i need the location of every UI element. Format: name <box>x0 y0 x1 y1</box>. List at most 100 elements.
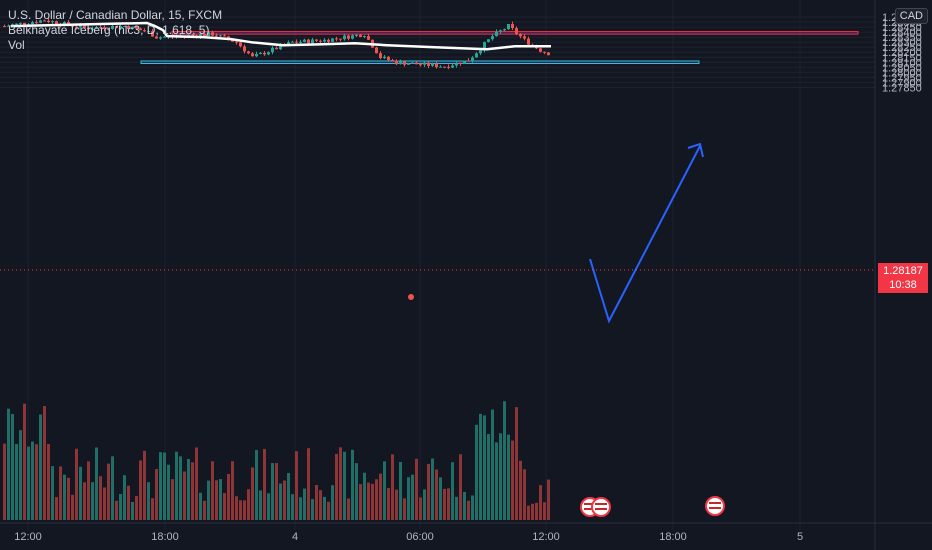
volume-bar <box>135 496 138 520</box>
symbol-title[interactable]: U.S. Dollar / Canadian Dollar, 15, FXCM <box>8 8 223 22</box>
iceberg-mean-line[interactable] <box>10 21 551 51</box>
x-tick-label: 18:00 <box>151 531 179 543</box>
volume-bar <box>103 487 106 520</box>
candle-body <box>303 39 306 42</box>
volume-bar <box>243 500 246 520</box>
volume-bar <box>395 489 398 520</box>
candle-body <box>263 52 266 55</box>
volume-label[interactable]: Vol <box>8 38 25 52</box>
volume-bar <box>383 461 386 520</box>
volume-bar <box>63 474 66 520</box>
volume-bar <box>499 433 502 520</box>
volume-bar <box>531 503 534 520</box>
volume-bar <box>139 460 142 520</box>
volume-bar <box>267 493 270 520</box>
volume-bar <box>335 453 338 520</box>
volume-bar <box>323 496 326 520</box>
candle-body <box>439 66 442 68</box>
us-flag-icon[interactable] <box>705 496 725 516</box>
candle-body <box>95 27 98 29</box>
candle-body <box>363 36 366 38</box>
candle-body <box>327 39 330 42</box>
volume-bar <box>371 483 374 520</box>
volume-bar <box>95 447 98 520</box>
arrow-head[interactable] <box>687 142 704 158</box>
volume-bar <box>287 473 290 520</box>
volume-bar <box>127 485 130 520</box>
volume-bar <box>319 490 322 520</box>
volume-bar <box>107 463 110 520</box>
candle-body <box>503 29 506 31</box>
candle-body <box>103 27 106 29</box>
volume-bar <box>155 468 158 520</box>
volume-bar <box>419 497 422 520</box>
candle-body <box>299 41 302 43</box>
volume-bar <box>491 409 494 520</box>
volume-bar <box>527 505 530 520</box>
candle-body <box>411 62 414 64</box>
candle-body <box>287 42 290 45</box>
volume-bar <box>75 448 78 520</box>
currency-badge[interactable]: CAD <box>894 8 928 24</box>
y-tick-label: 1.28350 <box>882 32 922 44</box>
x-tick-label: 12:00 <box>14 531 42 543</box>
candle-body <box>351 35 354 39</box>
candle-body <box>459 62 462 64</box>
x-tick-label: 5 <box>797 531 803 543</box>
x-tick-label: 12:00 <box>532 531 560 543</box>
candle-body <box>223 35 226 37</box>
volume-bar <box>495 442 498 520</box>
candle-body <box>347 35 350 39</box>
flag-stripe <box>709 507 721 509</box>
y-tick-label: 1.28100 <box>882 57 922 69</box>
candle-body <box>31 22 34 25</box>
volume-bar <box>403 498 406 520</box>
projection-path[interactable] <box>589 145 701 324</box>
volume-bar <box>391 454 394 520</box>
flag-stripe <box>709 502 721 504</box>
volume-bar <box>131 501 134 520</box>
candle-body <box>15 23 18 25</box>
volume-bar <box>279 483 282 520</box>
volume-bar <box>411 474 414 520</box>
volume-bar <box>435 469 438 520</box>
candle-body <box>75 26 78 28</box>
volume-bar <box>215 480 218 520</box>
projection-arrow[interactable] <box>589 142 704 324</box>
candle-body <box>159 37 162 39</box>
volume-bar <box>35 444 38 520</box>
volume-bar <box>111 456 114 520</box>
volume-bar <box>291 494 294 520</box>
event-markers[interactable] <box>580 496 725 517</box>
volume-bar <box>211 461 214 520</box>
candle-body <box>243 46 246 52</box>
volume-bar <box>167 464 170 520</box>
candle-body <box>275 47 278 50</box>
volume-bar <box>543 502 546 520</box>
volume-bar <box>523 469 526 520</box>
volume-bar <box>471 495 474 520</box>
volume-bar <box>455 496 458 520</box>
candle-body <box>499 30 502 32</box>
volume-bar <box>83 482 86 520</box>
flag-stripe <box>595 503 607 505</box>
volume-bar <box>47 444 50 520</box>
volume-bar <box>315 485 318 520</box>
volume-bar <box>299 497 302 520</box>
candle-body <box>211 32 214 36</box>
candle-body <box>247 51 250 54</box>
candle-body <box>51 21 54 23</box>
volume-bar <box>451 462 454 520</box>
volume-bar <box>507 434 510 520</box>
indicator-label[interactable]: Belkhayate Iceberg (hlc3, D, 1.618, 5) <box>8 23 210 37</box>
candle-body <box>155 36 158 39</box>
volume-bar <box>359 484 362 520</box>
candle-body <box>267 52 270 55</box>
candle-body <box>479 50 482 54</box>
volume-bar <box>71 494 74 520</box>
us-flag-icon[interactable] <box>591 497 611 517</box>
candle-body <box>511 24 514 29</box>
volume-bar <box>463 491 466 520</box>
candle-body <box>435 63 438 68</box>
